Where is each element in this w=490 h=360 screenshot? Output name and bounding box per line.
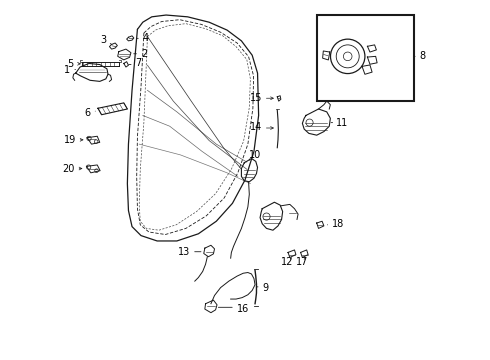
Text: 5: 5 xyxy=(67,59,74,69)
Text: 7: 7 xyxy=(136,58,142,68)
Bar xyxy=(317,15,414,101)
Text: 4: 4 xyxy=(143,33,149,43)
Text: 3: 3 xyxy=(101,35,107,45)
Text: 14: 14 xyxy=(250,122,262,132)
Text: 1: 1 xyxy=(64,64,70,75)
Text: 9: 9 xyxy=(262,283,269,293)
Text: 15: 15 xyxy=(250,93,262,103)
Text: 10: 10 xyxy=(248,150,261,160)
Text: 16: 16 xyxy=(237,304,249,314)
Text: 8: 8 xyxy=(419,51,425,61)
Text: 2: 2 xyxy=(141,49,147,59)
Text: 17: 17 xyxy=(296,257,309,267)
Text: 19: 19 xyxy=(64,135,76,145)
Text: 13: 13 xyxy=(178,247,191,257)
Text: 18: 18 xyxy=(332,219,344,229)
Text: 6: 6 xyxy=(84,108,90,118)
Text: 12: 12 xyxy=(281,257,294,267)
Text: 20: 20 xyxy=(62,164,74,174)
Text: 11: 11 xyxy=(337,118,349,128)
